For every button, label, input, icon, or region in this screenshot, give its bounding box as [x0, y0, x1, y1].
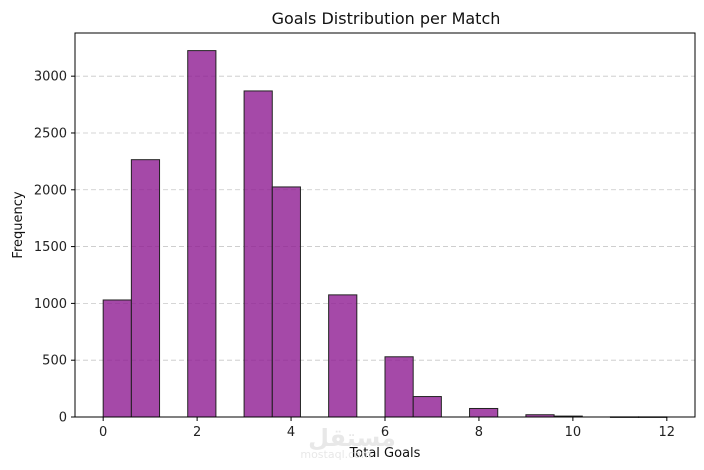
x-tick-label: 4 [287, 425, 295, 440]
bars [102, 50, 668, 418]
histogram-bar [243, 90, 273, 418]
x-tick-label: 8 [475, 425, 483, 440]
watermark-latin: mostaql.com [300, 448, 371, 461]
histogram-bar [102, 299, 132, 418]
x-tick-label: 0 [99, 425, 107, 440]
watermark-arabic: مستقل [308, 424, 396, 452]
y-axis-ticks: 0 500 1000 1500 2000 2500 3000 [34, 70, 75, 426]
y-tick-label: 0 [59, 411, 67, 426]
y-tick-label: 3000 [34, 70, 67, 85]
y-tick-label: 2500 [34, 126, 67, 141]
histogram-bar [412, 396, 442, 418]
x-tick-label: 12 [659, 425, 676, 440]
histogram-bar [469, 407, 499, 418]
chart-title: Goals Distribution per Match [272, 9, 501, 28]
y-tick-label: 2000 [34, 183, 67, 198]
histogram-bar [384, 356, 414, 418]
y-axis-title: Frequency [11, 191, 26, 258]
x-axis-title: Total Goals [349, 446, 421, 461]
histogram-bar [130, 159, 161, 418]
x-tick-label: 2 [193, 425, 201, 440]
x-axis-ticks: 0 2 4 6 8 10 12 [99, 417, 675, 440]
y-tick-label: 1000 [34, 297, 67, 312]
histogram-bar [328, 294, 358, 418]
y-tick-label: 1500 [34, 240, 67, 255]
y-tick-label: 500 [42, 354, 67, 369]
histogram-bar [271, 186, 301, 418]
histogram-bar [187, 50, 217, 418]
gridlines [75, 75, 695, 361]
watermark: مستقل mostaql.com [300, 424, 396, 461]
x-tick-label: 6 [381, 425, 389, 440]
x-tick-label: 10 [565, 425, 582, 440]
